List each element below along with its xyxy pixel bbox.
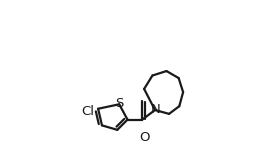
Text: Cl: Cl — [81, 105, 94, 119]
Text: S: S — [115, 97, 123, 110]
Text: O: O — [139, 131, 150, 144]
Text: N: N — [150, 103, 160, 116]
